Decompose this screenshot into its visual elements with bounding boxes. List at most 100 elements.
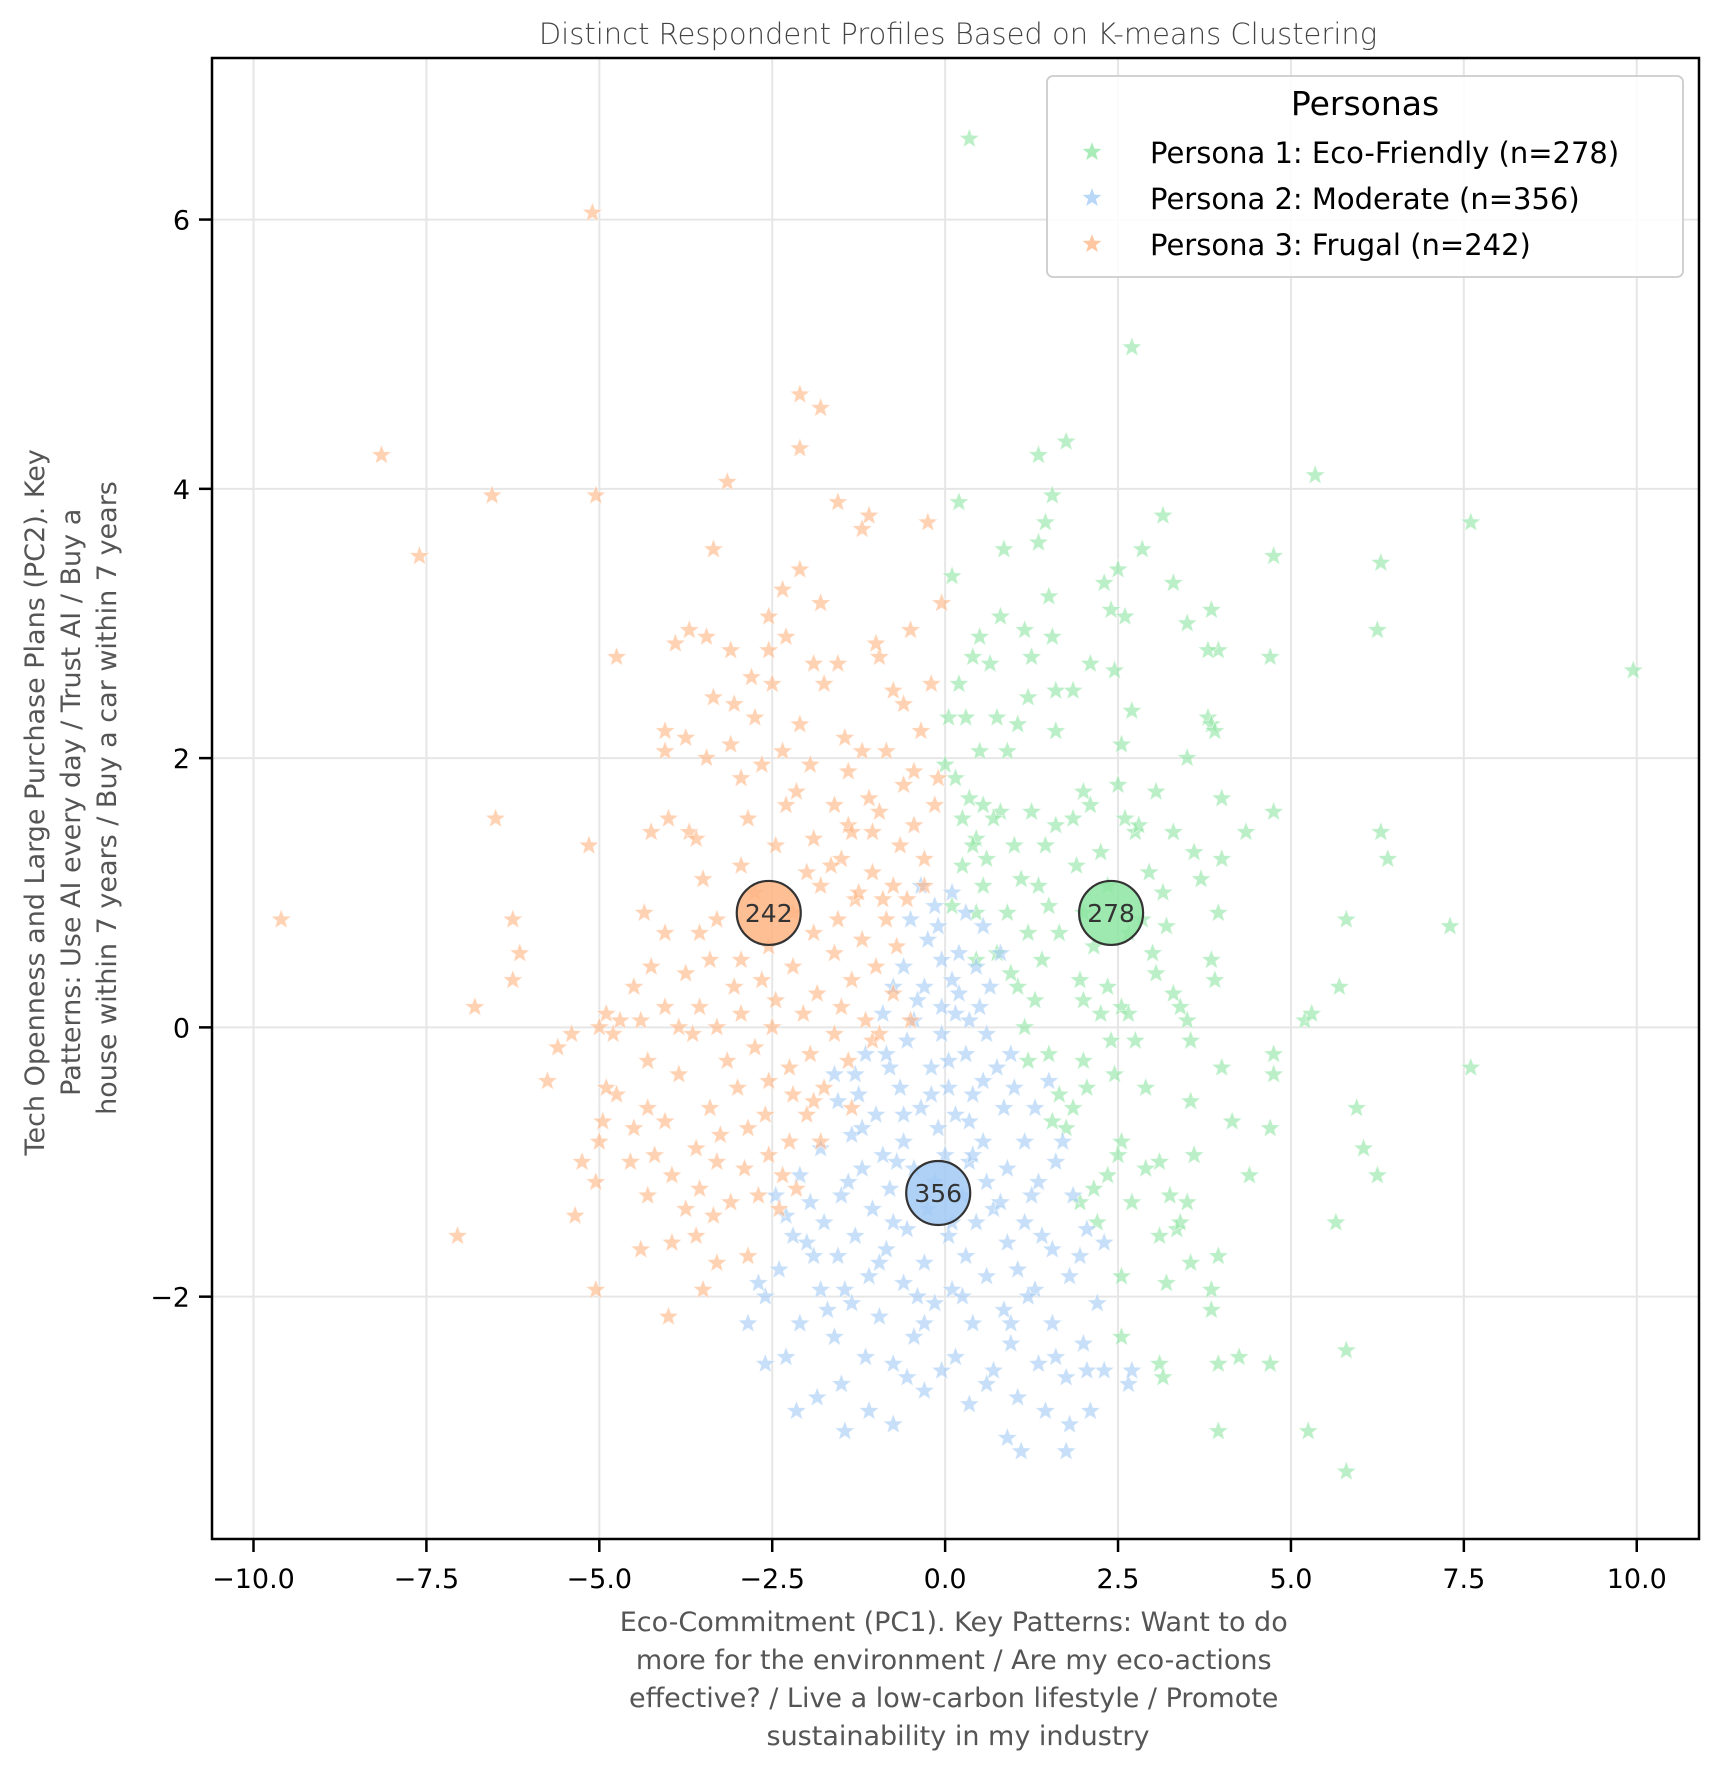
series-2-point-147 — [816, 1298, 839, 1320]
series-2-point-37 — [1023, 1096, 1047, 1118]
series-3-point-9 — [857, 504, 881, 526]
series-3-point-140 — [813, 1076, 836, 1098]
series-1-point-0 — [958, 127, 981, 149]
series-3-point-21 — [719, 638, 742, 660]
series-3-point-150 — [622, 1116, 645, 1138]
series-2-point-25 — [920, 1056, 943, 1078]
series-1-point-171 — [1227, 1345, 1251, 1367]
series-1-point-94 — [1037, 894, 1060, 916]
series-3-point-114 — [830, 995, 853, 1017]
y-axis-label: Tech Openness and Large Purchase Plans (… — [20, 449, 123, 1156]
series-1-point-51 — [1110, 733, 1133, 755]
series-2-point-33 — [909, 1096, 932, 1118]
series-2-point-11 — [913, 975, 936, 997]
series-3-point-0 — [581, 201, 604, 223]
series-1-point-132 — [1103, 1062, 1126, 1084]
series-3-point-26 — [864, 632, 888, 654]
series-2-point-164 — [875, 1042, 898, 1064]
series-2-point-92 — [961, 1311, 984, 1334]
series-3-point-71 — [889, 833, 912, 856]
series-3-point-189 — [608, 1009, 632, 1031]
series-2-point-82 — [809, 1278, 832, 1300]
series-1-point-155 — [1158, 1184, 1181, 1206]
series-1-point-42 — [1120, 699, 1143, 721]
series-3-point-116 — [730, 1002, 753, 1024]
series-3-point-83 — [270, 908, 293, 930]
series-1-point-154 — [1082, 1177, 1105, 1199]
series-2-point-20 — [975, 1022, 998, 1044]
x-axis-label-line-4: sustainability in my industry — [767, 1721, 1150, 1752]
series-1-point-133 — [1210, 1056, 1233, 1078]
series-1-point-12 — [1131, 537, 1154, 559]
series-3-point-194 — [847, 881, 870, 903]
series-3-point-161 — [660, 1163, 684, 1185]
series-2-point-119 — [1055, 1439, 1078, 1461]
series-1-point-65 — [951, 807, 974, 829]
series-1-point-15 — [1106, 557, 1130, 580]
x-tick-label-4: 0.0 — [924, 1564, 967, 1595]
series-1-point-163 — [1179, 1251, 1202, 1273]
series-1-point-28 — [1366, 618, 1389, 640]
series-1-point-61 — [972, 793, 995, 815]
series-1-point-169 — [1335, 1338, 1358, 1360]
series-2-point-165 — [927, 914, 950, 936]
series-3-point-138 — [536, 1069, 559, 1091]
series-2-point-40 — [972, 1130, 995, 1152]
series-3-point-115 — [595, 1002, 618, 1024]
series-3-point-38 — [653, 719, 677, 741]
series-1-point-138 — [1134, 1076, 1157, 1098]
series-1-point-145 — [1110, 1130, 1133, 1152]
series-3-point-47 — [695, 746, 718, 768]
series-3-point-6 — [481, 483, 504, 505]
series-2-point-138 — [1051, 1130, 1074, 1152]
series-3-point-122 — [761, 1015, 784, 1037]
series-3-point-199 — [840, 820, 863, 842]
series-2-point-87 — [923, 1291, 946, 1313]
series-3-point-127 — [823, 1022, 846, 1044]
series-3-point-111 — [463, 995, 486, 1017]
series-1-point-68 — [1062, 807, 1085, 829]
series-1-point-10 — [1027, 531, 1050, 553]
series-2-point-101 — [774, 1345, 798, 1367]
series-3-point-180 — [685, 1224, 708, 1246]
x-axis-label-line-3: effective? / Live a low-carbon lifestyle… — [629, 1683, 1278, 1714]
series-2-point-35 — [992, 1096, 1015, 1118]
series-3-point-103 — [674, 961, 697, 983]
series-2-point-88 — [992, 1298, 1015, 1320]
series-3-point-182 — [809, 1130, 832, 1152]
series-2-point-1 — [940, 881, 964, 903]
x-tick-label-5: 2.5 — [1097, 1564, 1140, 1595]
series-2-point-139 — [961, 1143, 984, 1165]
series-1-point-187 — [1169, 1210, 1192, 1233]
series-3-point-63 — [902, 813, 926, 835]
series-3-point-58 — [868, 800, 891, 822]
series-2-point-50 — [996, 1157, 1019, 1179]
series-1-point-63 — [1020, 800, 1043, 822]
series-1-point-178 — [961, 833, 984, 856]
series-1-point-69 — [1113, 807, 1137, 829]
series-2-point-7 — [947, 941, 971, 963]
legend-marker-3 — [1080, 231, 1104, 254]
series-1-point-18 — [1093, 571, 1116, 593]
series-1-point-137 — [1075, 1076, 1098, 1098]
series-1-point-64 — [1079, 793, 1102, 815]
series-2-point-73 — [826, 1244, 849, 1266]
legend-item-3: Persona 3: Frugal (n=242) — [1080, 228, 1531, 262]
series-1-point-73 — [1369, 820, 1392, 842]
series-2-point-63 — [965, 1210, 988, 1233]
series-2-point-36 — [864, 1103, 888, 1125]
series-2-point-145 — [913, 1311, 936, 1334]
x-axis-label-line-2: more for the environment / Are my eco-ac… — [636, 1645, 1272, 1676]
series-2-point-18 — [871, 1002, 894, 1024]
series-3-point-5 — [584, 483, 607, 505]
series-1-point-7 — [947, 490, 971, 512]
series-1-point-4 — [1027, 443, 1050, 465]
series-3-point-184 — [868, 1022, 891, 1044]
series-3-point-16 — [809, 591, 832, 613]
series-1-point-182 — [1210, 786, 1233, 808]
series-1-point-26 — [1041, 625, 1064, 647]
series-2-point-152 — [989, 1190, 1012, 1212]
series-3-point-20 — [664, 632, 687, 654]
centroid-1 — [1078, 879, 1145, 947]
series-1-point-121 — [1117, 1002, 1140, 1024]
